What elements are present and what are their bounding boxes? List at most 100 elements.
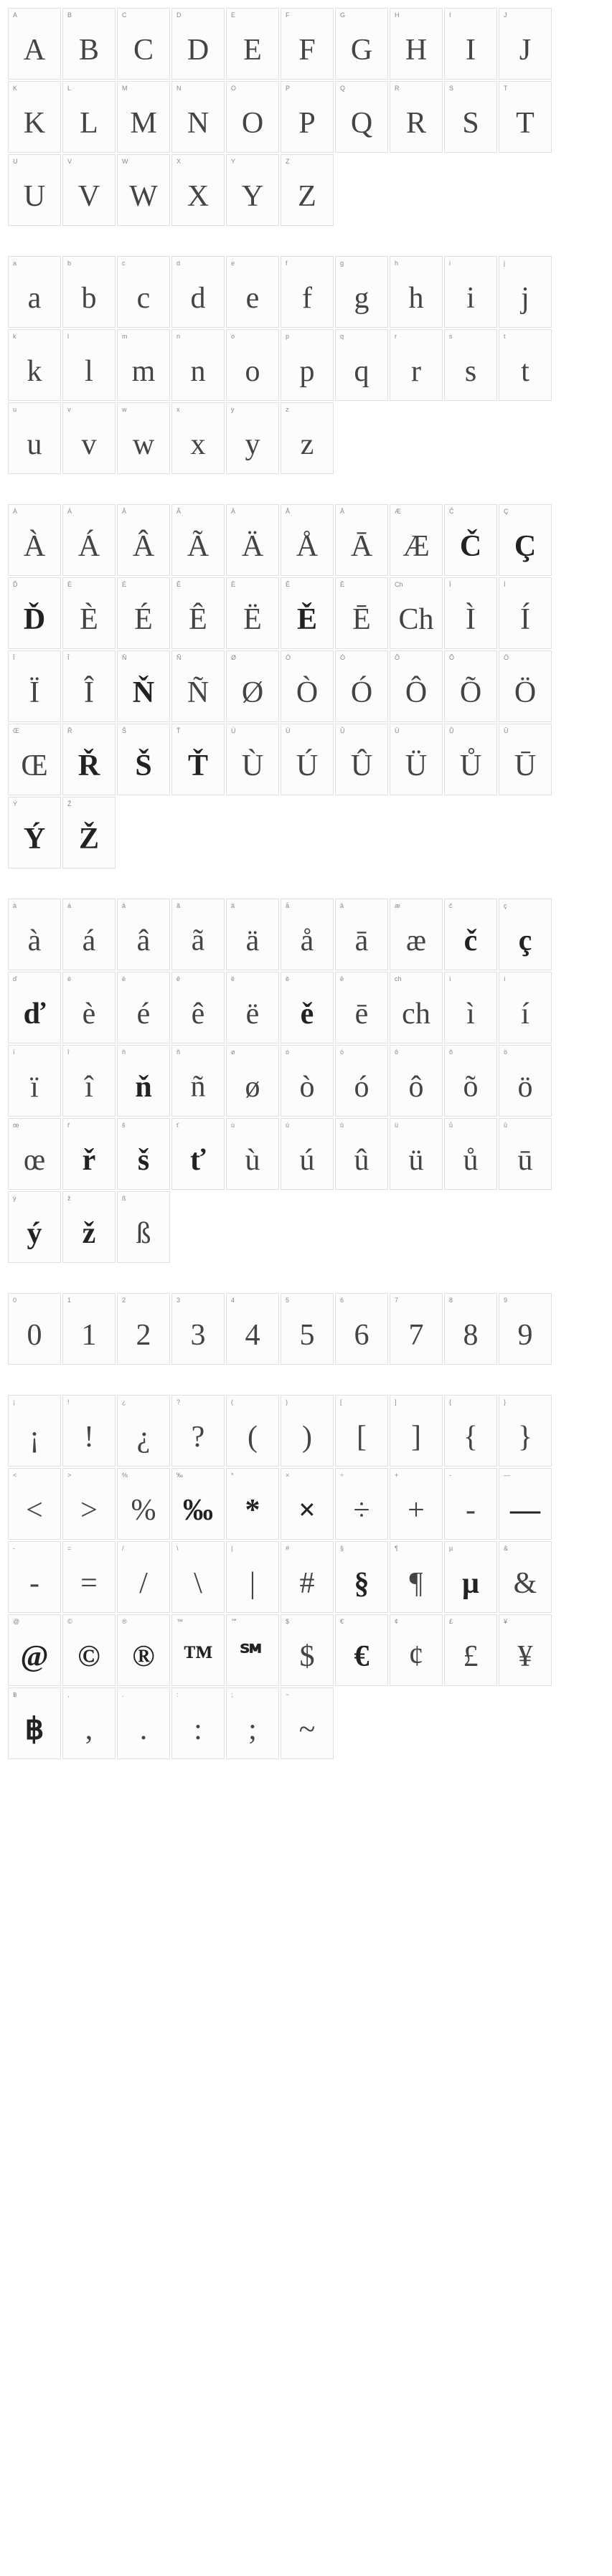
section-digits: 00112233445566778899	[7, 1292, 605, 1365]
glyph-char: Ť	[172, 737, 224, 795]
glyph-cell: ee	[226, 256, 279, 328]
glyph-label: P	[281, 82, 333, 95]
glyph-char: Õ	[445, 664, 496, 721]
section-uppercase-accented: ÀÀÁÁÂÂÃÃÄÄÅÅĀĀÆÆČČÇÇĎĎÈÈÉÉÊÊËËĚĚĒĒChChÌÌ…	[7, 503, 605, 869]
glyph-cell: ÕÕ	[444, 650, 497, 722]
glyph-cell: ..	[117, 1687, 170, 1759]
glyph-cell: ??	[171, 1395, 225, 1467]
glyph-cell: 55	[281, 1293, 334, 1365]
glyph-cell: xx	[171, 402, 225, 474]
glyph-cell: ňň	[117, 1045, 170, 1117]
glyph-label: ©	[63, 1615, 115, 1628]
glyph-char: Æ	[390, 518, 442, 575]
glyph-label: À	[9, 505, 60, 518]
glyph-cell: dd	[171, 256, 225, 328]
glyph-label: ó	[336, 1046, 387, 1059]
section-lowercase-accented: ààááââããääååāāææččççďďèèééêêëëěěēēchchìì…	[7, 898, 605, 1264]
glyph-cell: ŤŤ	[171, 724, 225, 795]
glyph-char: ë	[227, 985, 278, 1043]
glyph-cell: [[	[335, 1395, 388, 1467]
glyph-label: ß	[118, 1192, 169, 1205]
glyph-cell: hh	[390, 256, 443, 328]
glyph-label: R	[390, 82, 442, 95]
glyph-label: Œ	[9, 724, 60, 737]
glyph-cell: 66	[335, 1293, 388, 1365]
glyph-cell: ××	[281, 1468, 334, 1540]
glyph-label: š	[118, 1119, 169, 1132]
glyph-cell: ÷÷	[335, 1468, 388, 1540]
glyph-cell: ÁÁ	[62, 504, 116, 576]
glyph-cell: ïï	[8, 1045, 61, 1117]
glyph-label: *	[227, 1469, 278, 1482]
glyph-cell: ÛÛ	[335, 724, 388, 795]
glyph-char: Y	[227, 168, 278, 225]
glyph-cell: üü	[390, 1118, 443, 1190]
glyph-label: æ	[390, 899, 442, 912]
glyph-char: Ž	[63, 810, 115, 868]
glyph-cell: úú	[281, 1118, 334, 1190]
glyph-label: å	[281, 899, 333, 912]
glyph-label: ø	[227, 1046, 278, 1059]
glyph-char: m	[118, 343, 169, 400]
glyph-char: 4	[227, 1307, 278, 1364]
glyph-label: Â	[118, 505, 169, 518]
glyph-char: ñ	[172, 1059, 224, 1116]
glyph-char: ú	[281, 1132, 333, 1189]
glyph-char: ů	[445, 1132, 496, 1189]
glyph-char: ó	[336, 1059, 387, 1116]
glyph-cell: RR	[390, 81, 443, 153]
glyph-cell: óó	[335, 1045, 388, 1117]
glyph-label: 3	[172, 1294, 224, 1307]
section-uppercase: AABBCCDDEEFFGGHHIIJJKKLLMMNNOOPPQQRRSSTT…	[7, 7, 605, 227]
glyph-char: |	[227, 1555, 278, 1612]
glyph-label: £	[445, 1615, 496, 1628]
glyph-cell: ÆÆ	[390, 504, 443, 576]
glyph-char: -	[9, 1555, 60, 1612]
glyph-cell: ää	[226, 899, 279, 970]
glyph-cell: ))	[281, 1395, 334, 1467]
glyph-char: Ì	[445, 591, 496, 648]
glyph-label: )	[281, 1396, 333, 1408]
glyph-char: §	[336, 1555, 387, 1612]
glyph-label: Í	[499, 578, 551, 591]
glyph-cell: òò	[281, 1045, 334, 1117]
glyph-label: ž	[63, 1192, 115, 1205]
glyph-cell: ĀĀ	[335, 504, 388, 576]
glyph-cell: \\	[171, 1541, 225, 1613]
glyph-cell: ii	[444, 256, 497, 328]
glyph-label: 6	[336, 1294, 387, 1307]
glyph-label: ù	[227, 1119, 278, 1132]
glyph-cell: tt	[499, 329, 552, 401]
glyph-cell: àà	[8, 899, 61, 970]
glyph-cell: áá	[62, 899, 116, 970]
glyph-char: ™	[172, 1628, 224, 1685]
glyph-label: ¡	[9, 1396, 60, 1408]
glyph-cell: ¢¢	[390, 1614, 443, 1686]
glyph-label: .	[118, 1688, 169, 1701]
glyph-char: e	[227, 270, 278, 327]
glyph-cell: řř	[62, 1118, 116, 1190]
glyph-cell: ;;	[226, 1687, 279, 1759]
glyph-label: j	[499, 257, 551, 270]
glyph-char: B	[63, 22, 115, 79]
glyph-label: œ	[9, 1119, 60, 1132]
glyph-label: ×	[281, 1469, 333, 1482]
glyph-label: ū	[499, 1119, 551, 1132]
glyph-cell: øø	[226, 1045, 279, 1117]
glyph-char: l	[63, 343, 115, 400]
glyph-cell: žž	[62, 1191, 116, 1263]
glyph-char: ž	[63, 1205, 115, 1262]
glyph-label: 2	[118, 1294, 169, 1307]
glyph-label: ô	[390, 1046, 442, 1059]
glyph-label: Z	[281, 155, 333, 168]
glyph-label: è	[63, 972, 115, 985]
glyph-char: s	[445, 343, 496, 400]
glyph-char: V	[63, 168, 115, 225]
glyph-cell: ฿฿	[8, 1687, 61, 1759]
glyph-cell: ŮŮ	[444, 724, 497, 795]
glyph-cell: ØØ	[226, 650, 279, 722]
glyph-label: ř	[63, 1119, 115, 1132]
glyph-label: í	[499, 972, 551, 985]
glyph-cell: ìì	[444, 972, 497, 1043]
glyph-cell: ýý	[8, 1191, 61, 1263]
